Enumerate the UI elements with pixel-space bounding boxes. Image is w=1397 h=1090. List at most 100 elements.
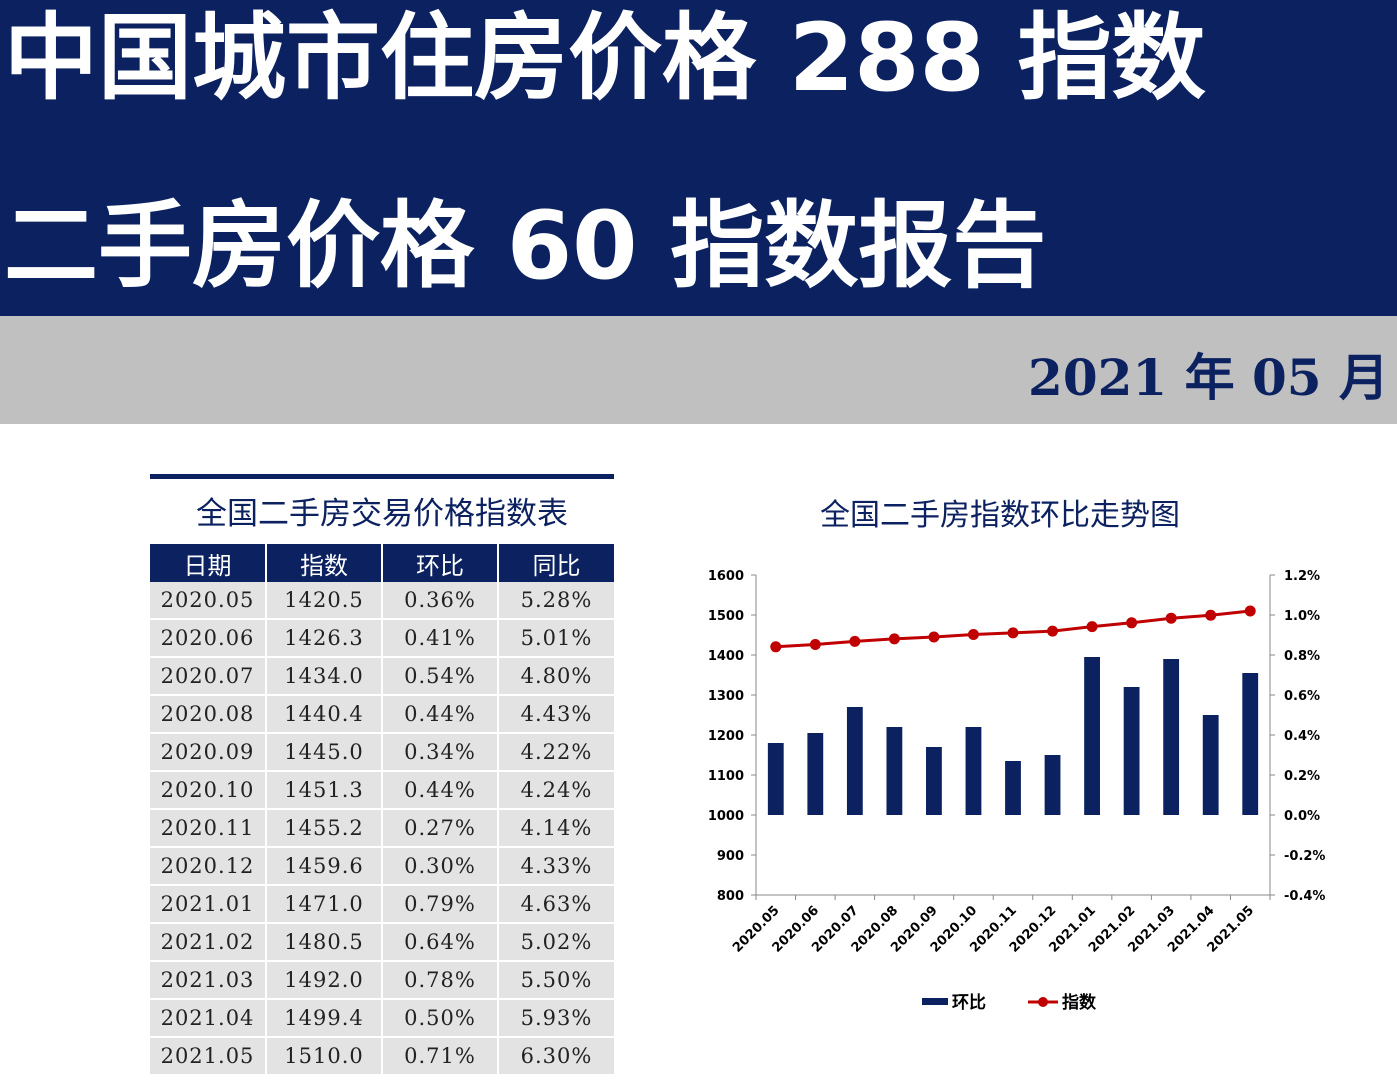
cell-yoy: 4.33%: [498, 847, 614, 886]
y-right-tick-label: -0.2%: [1284, 849, 1325, 864]
table-row: 2020.05 1420.5 0.36% 5.28%: [150, 582, 614, 620]
table-row: 2021.03 1492.0 0.78% 5.50%: [150, 961, 614, 1000]
cell-index: 1455.2: [266, 809, 383, 848]
cell-date: 2020.11: [150, 809, 267, 848]
cell-index: 1451.3: [266, 771, 383, 810]
y-right-tick-label: 0.6%: [1284, 689, 1320, 704]
report-title-line-1: 中国城市住房价格 288 指数: [4, 4, 1206, 113]
bar-mom: [1242, 673, 1259, 815]
cell-yoy: 4.22%: [498, 733, 614, 772]
point-index: [809, 638, 821, 650]
y-right-tick-label: 1.0%: [1284, 609, 1320, 624]
cell-index: 1499.4: [266, 999, 383, 1038]
column-header-yoy: 同比: [498, 544, 614, 582]
point-index: [888, 633, 900, 645]
point-index: [1126, 617, 1138, 629]
table-row: 2020.06 1426.3 0.41% 5.01%: [150, 619, 614, 658]
table-row: 2020.10 1451.3 0.44% 4.24%: [150, 771, 614, 810]
y-left-tick-label: 1000: [708, 809, 744, 824]
cell-date: 2021.05: [150, 1037, 267, 1076]
cell-mom: 0.27%: [382, 809, 499, 848]
point-index: [1047, 625, 1059, 637]
legend-label-mom: 环比: [952, 992, 986, 1013]
table-row: 2021.01 1471.0 0.79% 4.63%: [150, 885, 614, 924]
bar-mom: [1202, 715, 1219, 815]
y-right-tick-label: 1.2%: [1284, 569, 1320, 584]
y-left-tick-label: 1200: [708, 729, 744, 744]
point-index: [770, 641, 782, 653]
cell-date: 2021.02: [150, 923, 267, 962]
bar-mom: [1044, 755, 1061, 815]
y-right-tick-label: 0.2%: [1284, 769, 1320, 784]
bar-mom: [1005, 761, 1021, 815]
legend-swatch-mom: [922, 998, 948, 1005]
cell-yoy: 5.93%: [498, 999, 614, 1038]
table-row: 2021.05 1510.0 0.71% 6.30%: [150, 1037, 614, 1076]
chart-title: 全国二手房指数环比走势图: [820, 498, 1180, 533]
table-row: 2020.08 1440.4 0.44% 4.43%: [150, 695, 614, 734]
bar-mom: [807, 733, 824, 815]
cell-yoy: 4.24%: [498, 771, 614, 810]
cell-date: 2020.10: [150, 771, 267, 810]
cell-index: 1445.0: [266, 733, 383, 772]
bar-mom: [767, 743, 784, 815]
table-row: 2021.04 1499.4 0.50% 5.93%: [150, 999, 614, 1038]
table-title: 全国二手房交易价格指数表: [196, 496, 568, 532]
column-header-mom: 环比: [382, 544, 499, 582]
cell-mom: 0.50%: [382, 999, 499, 1038]
cell-yoy: 5.28%: [498, 582, 614, 620]
bar-mom: [1123, 687, 1140, 815]
cell-index: 1510.0: [266, 1037, 383, 1076]
column-header-date: 日期: [150, 544, 267, 582]
y-right-tick-label: 0.4%: [1284, 729, 1320, 744]
bar-mom: [886, 727, 903, 815]
bar-mom: [926, 747, 942, 815]
cell-mom: 0.36%: [382, 582, 499, 620]
cell-date: 2020.06: [150, 619, 267, 658]
y-left-tick-label: 800: [717, 889, 744, 904]
cell-index: 1440.4: [266, 695, 383, 734]
table-row: 2020.11 1455.2 0.27% 4.14%: [150, 809, 614, 848]
cell-mom: 0.41%: [382, 619, 499, 658]
table-header-row: 日期 指数 环比 同比: [150, 544, 614, 582]
table-row: 2021.02 1480.5 0.64% 5.02%: [150, 923, 614, 962]
cell-yoy: 5.50%: [498, 961, 614, 1000]
cell-mom: 0.79%: [382, 885, 499, 924]
date-band: 2021 年 05 月: [0, 316, 1397, 424]
cell-mom: 0.44%: [382, 695, 499, 734]
y-left-tick-label: 1600: [708, 569, 744, 584]
column-header-index: 指数: [266, 544, 383, 582]
table-row: 2020.07 1434.0 0.54% 4.80%: [150, 657, 614, 696]
point-index: [1205, 609, 1217, 621]
bar-mom: [1084, 657, 1100, 815]
y-left-tick-label: 900: [717, 849, 744, 864]
cell-yoy: 4.80%: [498, 657, 614, 696]
y-left-tick-label: 1100: [708, 769, 744, 784]
cell-yoy: 5.02%: [498, 923, 614, 962]
y-right-tick-label: -0.4%: [1284, 889, 1325, 904]
cell-yoy: 4.43%: [498, 695, 614, 734]
report-date: 2021 年 05 月: [1028, 348, 1389, 407]
bar-mom: [1163, 659, 1180, 815]
cell-index: 1434.0: [266, 657, 383, 696]
y-left-tick-label: 1300: [708, 689, 744, 704]
point-index: [1244, 605, 1256, 617]
legend-label-index: 指数: [1062, 992, 1097, 1013]
table-row: 2020.12 1459.6 0.30% 4.33%: [150, 847, 614, 886]
cell-mom: 0.78%: [382, 961, 499, 1000]
cell-mom: 0.54%: [382, 657, 499, 696]
cell-date: 2021.04: [150, 999, 267, 1038]
cell-date: 2020.07: [150, 657, 267, 696]
cell-mom: 0.34%: [382, 733, 499, 772]
cell-index: 1426.3: [266, 619, 383, 658]
cell-date: 2020.05: [150, 582, 267, 620]
point-index: [1086, 621, 1098, 633]
cell-mom: 0.71%: [382, 1037, 499, 1076]
y-right-tick-label: 0.0%: [1284, 809, 1320, 824]
index-table: 日期 指数 环比 同比 2020.05 1420.5 0.36% 5.28% 2020…: [150, 544, 614, 1076]
cell-index: 1480.5: [266, 923, 383, 962]
cell-date: 2020.12: [150, 847, 267, 886]
mom-trend-chart: 800 900 1000 1100 1200 1300 1400 1500 1600 -0.4% -…: [708, 569, 1326, 1013]
table-row: 2020.09 1445.0 0.34% 4.22%: [150, 733, 614, 772]
cell-yoy: 4.14%: [498, 809, 614, 848]
